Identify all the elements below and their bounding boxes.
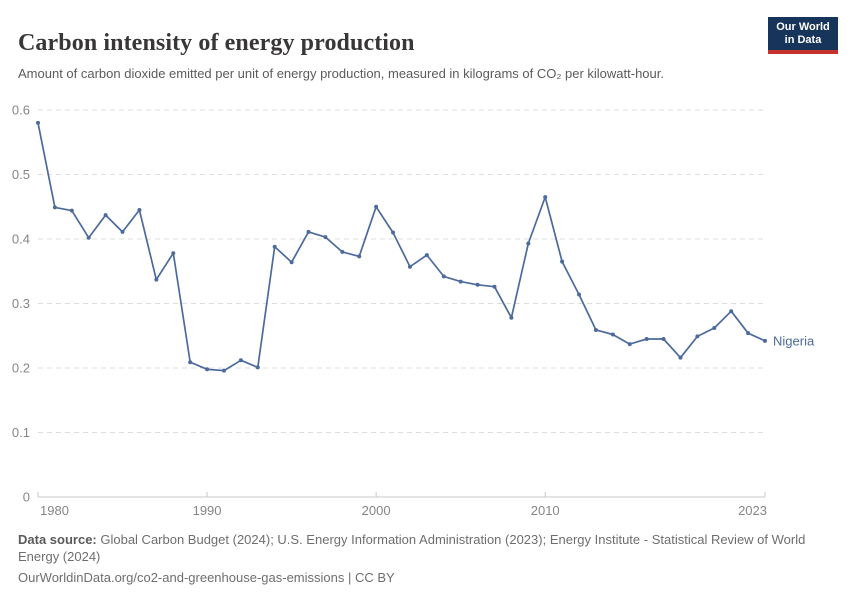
- data-point-2020[interactable]: [712, 326, 717, 331]
- data-point-2011[interactable]: [560, 259, 565, 264]
- data-point-1981[interactable]: [52, 205, 57, 210]
- data-point-1993[interactable]: [255, 365, 260, 370]
- data-point-2022[interactable]: [746, 331, 751, 336]
- data-point-2006[interactable]: [475, 282, 480, 287]
- data-point-1990[interactable]: [205, 367, 210, 372]
- data-point-2018[interactable]: [678, 355, 683, 360]
- owid-logo-line1: Our World: [776, 21, 830, 33]
- data-point-2016[interactable]: [644, 336, 649, 341]
- data-point-1998[interactable]: [340, 249, 345, 254]
- data-source-text: Global Carbon Budget (2024); U.S. Energy…: [18, 532, 806, 564]
- y-tick-label: 0.5: [12, 167, 30, 182]
- data-point-1982[interactable]: [69, 208, 74, 213]
- data-point-1994[interactable]: [272, 244, 277, 249]
- data-point-2010[interactable]: [543, 195, 548, 200]
- chart-subtitle: Amount of carbon dioxide emitted per uni…: [18, 66, 664, 81]
- x-tick-label: 2010: [531, 503, 560, 518]
- y-tick-label: 0.4: [12, 232, 30, 247]
- data-source-line: Data source: Global Carbon Budget (2024)…: [18, 531, 833, 565]
- chart-footer: Data source: Global Carbon Budget (2024)…: [18, 531, 833, 586]
- data-point-2023[interactable]: [763, 338, 767, 343]
- data-point-2015[interactable]: [627, 342, 632, 347]
- data-point-1984[interactable]: [103, 213, 108, 218]
- x-tick-label: 2000: [362, 503, 391, 518]
- series-end-label: Nigeria: [773, 333, 815, 348]
- data-point-2021[interactable]: [729, 309, 734, 314]
- data-point-1980[interactable]: [36, 120, 40, 125]
- x-tick-label: 2023: [738, 503, 767, 518]
- page-title: Carbon intensity of energy production: [18, 30, 415, 57]
- data-point-2005[interactable]: [458, 279, 463, 284]
- y-tick-label: 0.6: [12, 103, 30, 118]
- data-point-1988[interactable]: [171, 251, 176, 256]
- owid-logo-line2: in Data: [784, 34, 822, 46]
- data-point-1991[interactable]: [221, 368, 226, 373]
- data-point-1985[interactable]: [120, 229, 125, 234]
- x-tick-label: 1990: [193, 503, 222, 518]
- data-point-2019[interactable]: [695, 334, 700, 339]
- y-tick-label: 0.2: [12, 361, 30, 376]
- data-point-2009[interactable]: [526, 241, 531, 246]
- data-point-2012[interactable]: [577, 292, 582, 297]
- data-point-2008[interactable]: [509, 315, 514, 320]
- data-point-2004[interactable]: [441, 274, 446, 279]
- data-point-1987[interactable]: [154, 277, 159, 282]
- data-point-2013[interactable]: [593, 327, 598, 332]
- owid-logo: Our World in Data: [768, 17, 838, 54]
- data-point-2014[interactable]: [610, 332, 615, 337]
- data-point-1986[interactable]: [137, 207, 142, 212]
- data-point-2017[interactable]: [661, 336, 666, 341]
- data-point-2002[interactable]: [407, 264, 412, 269]
- data-point-1997[interactable]: [323, 235, 328, 240]
- data-point-1992[interactable]: [238, 358, 243, 363]
- y-tick-label: 0: [23, 490, 30, 505]
- y-tick-label: 0.1: [12, 425, 30, 440]
- owid-logo-box: Our World in Data: [768, 17, 838, 54]
- data-point-1999[interactable]: [357, 254, 362, 259]
- data-point-2007[interactable]: [492, 284, 497, 289]
- data-point-1995[interactable]: [289, 260, 294, 265]
- data-source-label: Data source:: [18, 532, 97, 547]
- data-point-2000[interactable]: [374, 204, 379, 209]
- nigeria-series-line[interactable]: [37, 122, 766, 372]
- data-point-1996[interactable]: [306, 229, 311, 234]
- data-point-2001[interactable]: [391, 230, 396, 235]
- license-line[interactable]: OurWorldinData.org/co2-and-greenhouse-ga…: [18, 570, 395, 585]
- x-tick-label: 1980: [40, 503, 69, 518]
- data-point-2003[interactable]: [424, 253, 429, 258]
- y-tick-label: 0.3: [12, 296, 30, 311]
- data-point-1989[interactable]: [188, 360, 193, 365]
- data-point-1983[interactable]: [86, 235, 91, 240]
